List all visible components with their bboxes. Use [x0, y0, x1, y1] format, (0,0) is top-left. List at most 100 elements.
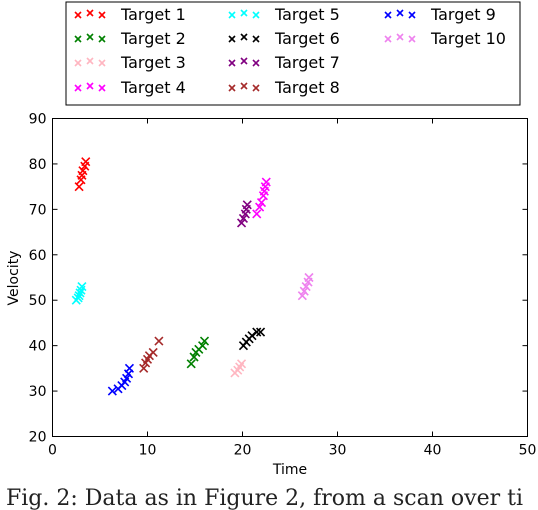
legend-marker-x [252, 59, 260, 67]
legend-marker-x [98, 35, 106, 43]
y-tick-label: 50 [29, 293, 47, 309]
y-tick-label: 30 [29, 384, 47, 400]
data-points [71, 157, 314, 396]
data-point [73, 293, 83, 303]
legend: Target 1 Target 2 Target 3 Target 4 Target 5… [74, 5, 506, 97]
data-point [154, 336, 164, 346]
data-point [74, 182, 84, 192]
data-point [242, 200, 252, 210]
legend-marker-x [396, 33, 404, 41]
legend-marker-x [228, 84, 236, 92]
legend-marker-x [74, 35, 82, 43]
x-tick-label: 50 [519, 443, 537, 459]
data-point [186, 359, 196, 369]
legend-marker [74, 33, 106, 43]
legend-label: Target 4 [120, 78, 186, 97]
data-point [199, 336, 210, 346]
legend-marker-x [86, 9, 94, 17]
legend-box [65, 1, 521, 106]
legend-label: Target 3 [120, 53, 186, 72]
legend-marker [74, 9, 106, 19]
legend-marker [228, 82, 260, 92]
legend-marker [74, 57, 106, 67]
legend-marker-x [408, 11, 416, 19]
y-tick-label: 90 [29, 112, 47, 128]
legend-marker [74, 82, 106, 92]
legend-label: Target 10 [430, 29, 506, 48]
legend-entry: Target 2 [74, 29, 186, 48]
x-tick-label: 0 [48, 443, 57, 459]
legend-entry: Target 5 [228, 5, 340, 24]
legend-label: Target 8 [274, 78, 340, 97]
series-1 [74, 157, 91, 192]
data-point [81, 157, 91, 167]
legend-marker [384, 9, 416, 19]
series-3 [230, 359, 247, 378]
legend-marker-x [252, 35, 260, 43]
legend-marker-x [74, 59, 82, 67]
legend-label: Target 6 [274, 29, 340, 48]
legend-label: Target 7 [274, 53, 340, 72]
data-point [255, 327, 266, 337]
legend-label: Target 2 [120, 29, 186, 48]
series-6 [238, 327, 266, 351]
legend-marker-x [396, 9, 404, 17]
legend-marker-x [240, 57, 248, 65]
legend-marker-x [74, 11, 82, 19]
legend-marker-x [74, 84, 82, 92]
series-7 [236, 200, 252, 228]
legend-entry: Target 10 [384, 29, 506, 48]
legend-entry: Target 1 [74, 5, 186, 24]
legend-marker-x [240, 33, 248, 41]
series-9 [107, 363, 135, 396]
y-tick-label: 40 [29, 339, 47, 355]
legend-marker-x [252, 84, 260, 92]
series-4 [252, 177, 271, 219]
x-axis-label: Time [272, 462, 307, 478]
chart: Target 1 Target 2 Target 3 Target 4 Target 5… [6, 1, 537, 478]
legend-marker-x [252, 11, 260, 19]
legend-marker-x [228, 35, 236, 43]
legend-marker-x [86, 57, 94, 65]
legend-entry: Target 4 [74, 78, 186, 97]
legend-marker-x [384, 35, 392, 43]
series-10 [297, 272, 314, 301]
legend-marker-x [408, 35, 416, 43]
data-point [74, 291, 84, 301]
y-tick-label: 70 [29, 202, 47, 218]
legend-label: Target 1 [120, 5, 186, 24]
y-axis-label: Velocity [6, 251, 22, 306]
legend-marker-x [86, 82, 94, 90]
series-2 [186, 336, 210, 369]
legend-entry: Target 3 [74, 53, 186, 72]
data-point [261, 177, 271, 187]
data-point [107, 386, 117, 396]
y-tick-label: 80 [29, 157, 47, 173]
figure-caption: Fig. 2: Data as in Figure 2, from a scan… [6, 486, 523, 510]
legend-marker [384, 33, 416, 43]
legend-marker-x [240, 9, 248, 17]
legend-marker [228, 33, 260, 43]
data-point [236, 359, 247, 369]
data-point [252, 209, 262, 219]
data-point [75, 288, 85, 298]
axis-ticks: 0 10 20 30 40 50 20 30 40 50 60 70 80 90 [29, 112, 537, 459]
legend-marker-x [98, 84, 106, 92]
x-tick-label: 20 [234, 443, 252, 459]
legend-marker-x [228, 11, 236, 19]
legend-entry: Target 8 [228, 78, 340, 97]
series-5 [71, 282, 87, 305]
legend-marker-x [86, 33, 94, 41]
y-tick-label: 60 [29, 248, 47, 264]
legend-label: Target 5 [274, 5, 340, 24]
data-point [256, 197, 267, 208]
data-point [148, 347, 158, 358]
data-point [139, 363, 149, 373]
data-point [77, 282, 87, 292]
x-tick-label: 10 [139, 443, 157, 459]
legend-marker [228, 9, 260, 19]
legend-marker-x [98, 11, 106, 19]
series-8 [139, 336, 164, 373]
data-point [252, 327, 262, 337]
legend-entry: Target 7 [228, 53, 340, 72]
